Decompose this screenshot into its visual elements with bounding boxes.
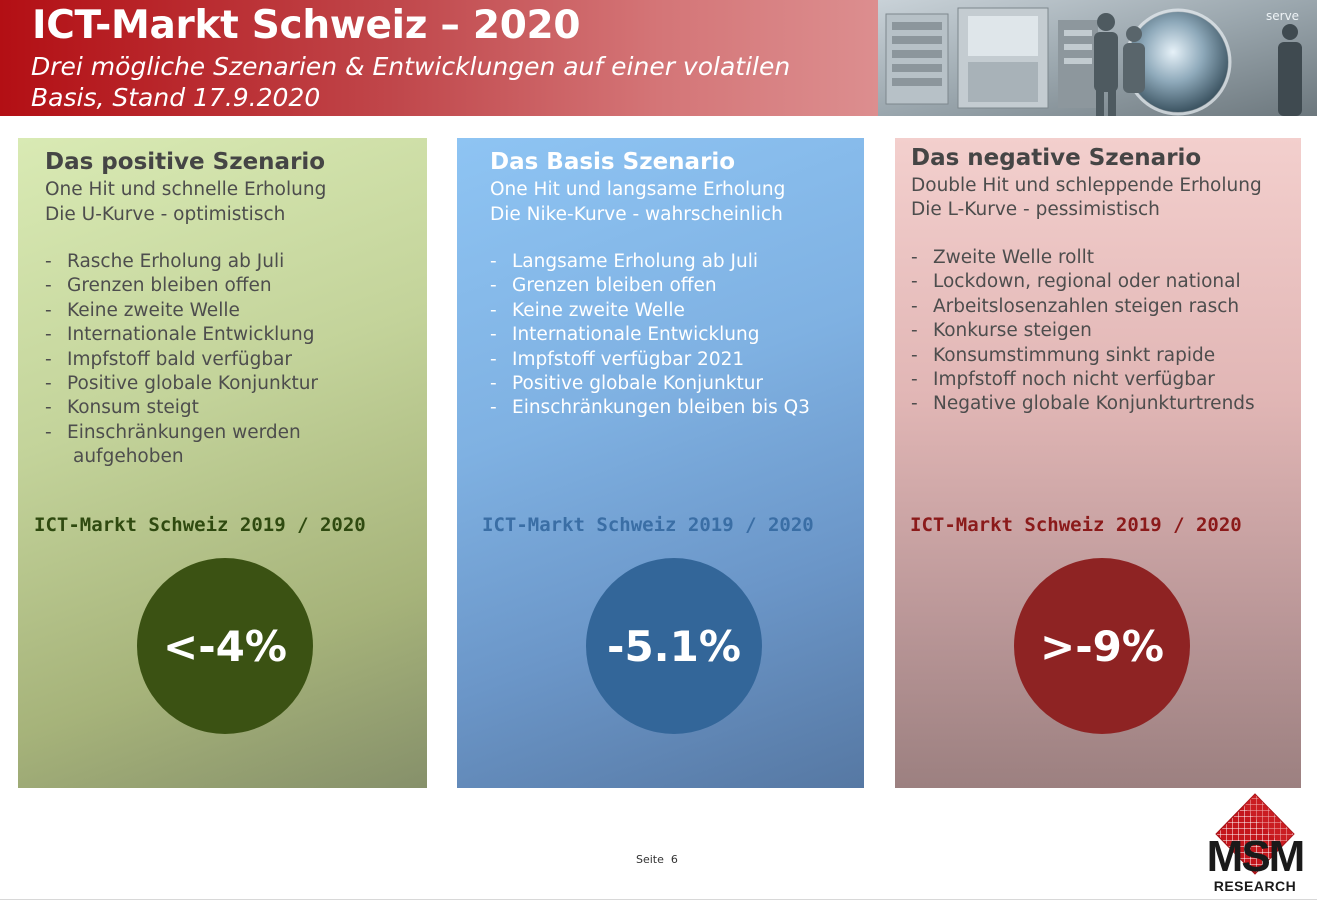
- page-number: Seite 6: [636, 853, 678, 866]
- list-item: - Langsame Erholung ab Juli: [490, 251, 759, 272]
- market-label: ICT-Markt Schweiz 2019 / 2020: [34, 514, 366, 536]
- list-item: - Einschränkungen werden aufgehoben: [45, 421, 318, 470]
- list-item: - Impfstoff bald verfügbar: [45, 348, 293, 370]
- header-banner: ICT-Markt Schweiz – 2020 Drei mögliche S…: [0, 0, 878, 116]
- bullet-list: - Langsame Erholung ab Juli - Grenzen blei…: [490, 250, 810, 421]
- panel-heading: Das negative Szenario: [911, 145, 1202, 171]
- panel-basis-scenario: Das Basis Szenario One Hit und langsame …: [457, 138, 864, 788]
- list-item: - Positive globale Konjunktur: [45, 373, 319, 395]
- scenario-value: -5.1%: [607, 621, 741, 671]
- value-circle: -5.1%: [586, 558, 762, 734]
- scenario-value: <-4%: [163, 621, 287, 671]
- panel-subtitle-2: Die U-Kurve - optimistisch: [45, 204, 286, 225]
- scenario-value: >-9%: [1040, 621, 1164, 671]
- msm-logo-icon: [1215, 793, 1295, 875]
- footer-divider: [0, 899, 1317, 900]
- page-subtitle: Drei mögliche Szenarien & Entwicklungen …: [31, 52, 791, 112]
- list-item: - Zweite Welle rollt: [911, 247, 1095, 268]
- list-item: - Rasche Erholung ab Juli: [45, 251, 285, 272]
- list-item: - Impfstoff verfügbar 2021: [490, 348, 745, 370]
- panel-subtitle-2: Die Nike-Kurve - wahrscheinlich: [490, 204, 783, 225]
- logo-text: MSM: [1206, 832, 1306, 881]
- list-item: - Internationale Entwicklung: [45, 324, 315, 346]
- list-item: - Einschränkungen bleiben bis Q3: [490, 397, 810, 419]
- list-item: - Konsum steigt: [45, 397, 199, 419]
- list-item: - Lockdown, regional oder national: [911, 271, 1241, 293]
- market-label: ICT-Markt Schweiz 2019 / 2020: [910, 514, 1242, 536]
- panel-subtitle-2: Die L-Kurve - pessimistisch: [911, 199, 1160, 220]
- bullet-list: - Zweite Welle rollt - Lockdown, regional …: [911, 246, 1255, 417]
- list-item: - Konsumstimmung sinkt rapide: [911, 344, 1216, 366]
- page-title: ICT-Markt Schweiz – 2020: [32, 3, 581, 48]
- list-item-continuation: aufgehoben: [73, 446, 184, 468]
- list-item: - Positive globale Konjunktur: [490, 373, 764, 395]
- panel-subtitle-1: One Hit und langsame Erholung: [490, 179, 786, 200]
- panel-positive-scenario: Das positive Szenario One Hit und schnel…: [18, 138, 427, 788]
- market-label: ICT-Markt Schweiz 2019 / 2020: [482, 514, 814, 536]
- list-item: - Impfstoff noch nicht verfügbar: [911, 369, 1215, 391]
- panel-subtitle-1: Double Hit und schleppende Erholung: [911, 175, 1262, 196]
- panel-negative-scenario: Das negative Szenario Double Hit und sch…: [895, 138, 1301, 788]
- list-item: - Negative globale Konjunkturtrends: [911, 393, 1255, 415]
- list-item: - Konkurse steigen: [911, 320, 1092, 342]
- panel-subtitle-1: One Hit und schnelle Erholung: [45, 179, 327, 200]
- list-item: - Internationale Entwicklung: [490, 324, 760, 346]
- list-item: - Grenzen bleiben offen: [45, 275, 272, 297]
- value-circle: >-9%: [1014, 558, 1190, 734]
- list-item: - Arbeitslosenzahlen steigen rasch: [911, 295, 1240, 317]
- logo-subtext: RESEARCH: [1213, 878, 1297, 894]
- list-item: - Grenzen bleiben offen: [490, 275, 717, 297]
- list-item: - Keine zweite Welle: [45, 299, 240, 321]
- list-item: - Keine zweite Welle: [490, 299, 685, 321]
- panel-heading: Das Basis Szenario: [490, 149, 736, 175]
- bullet-list: - Rasche Erholung ab Juli - Grenzen bleibe…: [45, 250, 318, 470]
- panel-heading: Das positive Szenario: [45, 149, 326, 175]
- value-circle: <-4%: [137, 558, 313, 734]
- header-photo: serve: [878, 0, 1317, 116]
- server-label: serve: [1266, 9, 1299, 23]
